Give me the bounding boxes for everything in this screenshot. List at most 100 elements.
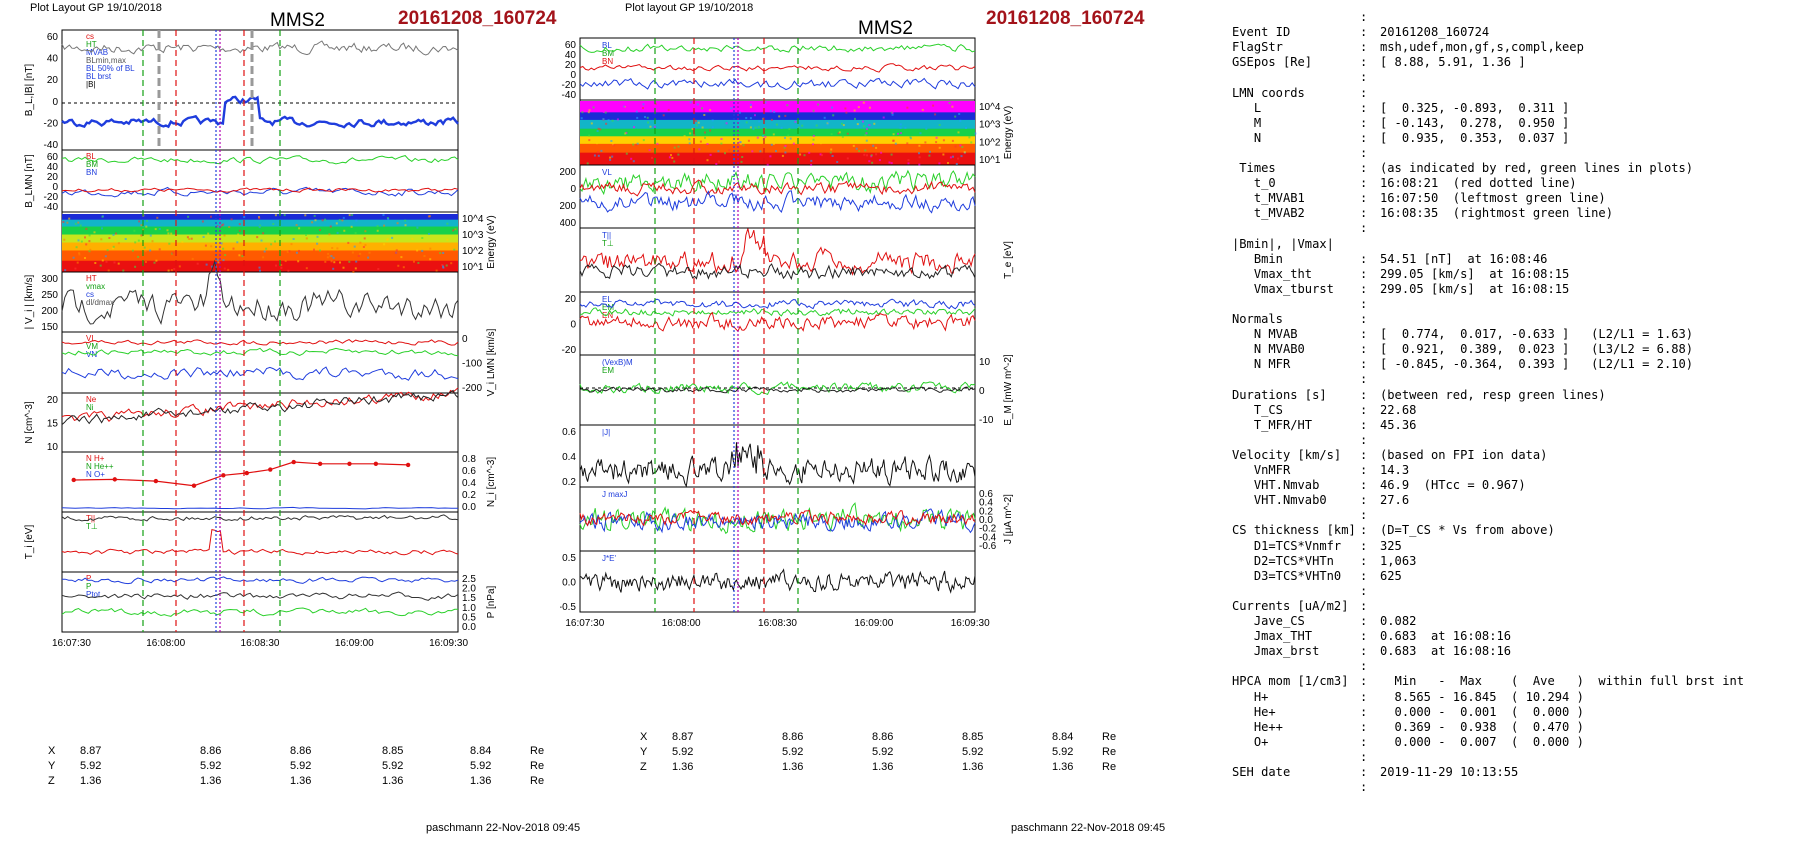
spectrogram-speck [88,250,91,253]
spectrogram-speck [298,249,300,252]
spectrogram-speck [789,137,792,140]
info-colon: : [1360,251,1368,266]
spectrogram-speck [382,214,385,216]
info-colon: : [1360,10,1368,24]
spectrogram-speck [609,156,612,159]
y-axis-label: B_LMN [nT] [24,154,35,208]
info-value: 0.082 [1380,614,1417,628]
spectrogram-speck [329,255,332,258]
panel-frame [61,451,459,513]
spectrogram-speck [740,160,743,163]
spectrogram-speck [757,125,760,128]
legend-entry: J maxJ [602,490,627,499]
spectrogram-speck [228,226,231,228]
coord-label: Z [640,761,647,773]
ni-heplusplus-point [191,483,197,488]
spectrogram-speck [590,106,593,109]
info-colon: : [1360,55,1368,70]
spectrogram-speck [413,260,415,263]
spectrogram-speck [122,269,125,272]
spectrogram-speck [688,142,691,145]
spectrogram-speck [124,238,127,240]
legend-entry: dl/dmax [86,298,114,307]
spectrogram-speck [960,155,963,158]
spectrogram-speck [201,220,204,223]
spectrogram-speck [196,262,199,265]
info-colon: : [1360,568,1368,583]
spectrogram-speck [720,138,723,140]
spectrogram-speck [446,238,449,241]
coord-value: 8.86 [290,745,312,757]
info-value: [ -0.845, -0.364, 0.393 ] (L2/L1 = 2.10) [1380,357,1694,372]
spectrogram-speck [741,156,744,158]
info-key: Durations [s] [1232,387,1327,402]
time-tick-label: 16:08:30 [241,638,280,649]
spectrogram-speck [651,156,653,159]
info-value: 0.683 at 16:08:16 [1380,629,1512,644]
spectrogram-speck [959,102,962,105]
coord-unit: Re [1102,746,1117,758]
spectrogram-speck [153,261,156,264]
spectrogram-speck [202,236,205,238]
el-trace [579,298,976,310]
coord-value: 8.87 [80,745,102,757]
panel-frame [579,291,976,356]
info-colon: : [1360,447,1368,462]
spectrogram-speck [837,132,840,135]
spectrogram-speck [623,106,626,109]
spectrogram-speck [428,232,430,235]
spectrogram-speck [770,118,773,121]
spectrogram-speck [949,156,952,159]
spectrogram-speck [761,134,764,137]
spectrogram-speck [764,101,767,104]
spectrogram-speck [450,262,453,265]
time-tick-label: 16:07:30 [565,618,604,629]
spectrogram-speck [955,163,958,165]
spectrogram-speck [924,141,927,144]
spectrogram-speck [326,256,329,259]
middle-figure-header: Plot layout GP 19/10/2018 [625,2,754,14]
legend-entry: HT [86,274,97,283]
spectrogram-speck [112,245,115,248]
spectrogram-speck [400,256,403,259]
y-tick-label: 0.2 [979,506,993,517]
y-tick-label: 0 [52,182,58,193]
y-tick-label: 2.5 [462,574,476,585]
spectrogram-speck [258,216,260,219]
spectrogram-speck [596,130,599,132]
info-key: SEH date [1232,765,1291,779]
y-tick-label: -10 [979,415,994,426]
y-axis-label: P [nPa] [486,585,497,618]
coord-value: 8.86 [872,731,894,743]
spectrogram-speck [187,215,190,218]
spectrogram-speck [342,216,345,219]
spectrogram-speck [918,163,921,166]
y-tick-label: 0.5 [562,553,576,564]
spectrogram-speck [106,249,109,252]
spectrogram-speck [166,229,169,232]
info-key: N MVAB [1232,327,1298,342]
spectrogram-speck [951,105,954,108]
spectrogram-speck [909,136,912,139]
coord-label: X [48,745,56,757]
coord-label: Y [48,760,56,772]
spectrogram-speck [772,133,775,136]
spectrogram-speck [68,217,71,220]
spectrogram-speck [63,238,66,241]
y-tick-label: 15 [47,419,59,430]
middle-event-title: 20161208_160724 [986,8,1145,29]
coord-value: 1.36 [962,761,984,773]
spectrogram-speck [316,235,319,238]
coord-value: 1.36 [672,761,694,773]
info-key: N MFR [1232,357,1291,372]
bn-trace [61,186,459,198]
info-key: Currents [uA/m2] [1232,598,1349,613]
spectrogram-speck [951,139,954,142]
legend-entry: T⊥ [86,522,98,531]
ni-heplusplus-point [153,478,159,484]
spectrogram-speck [691,127,694,130]
y-tick-label: 0.4 [562,452,576,463]
coord-value: 5.92 [962,746,984,758]
spectrogram-speck [336,247,339,250]
y-tick-label: 150 [41,322,58,333]
